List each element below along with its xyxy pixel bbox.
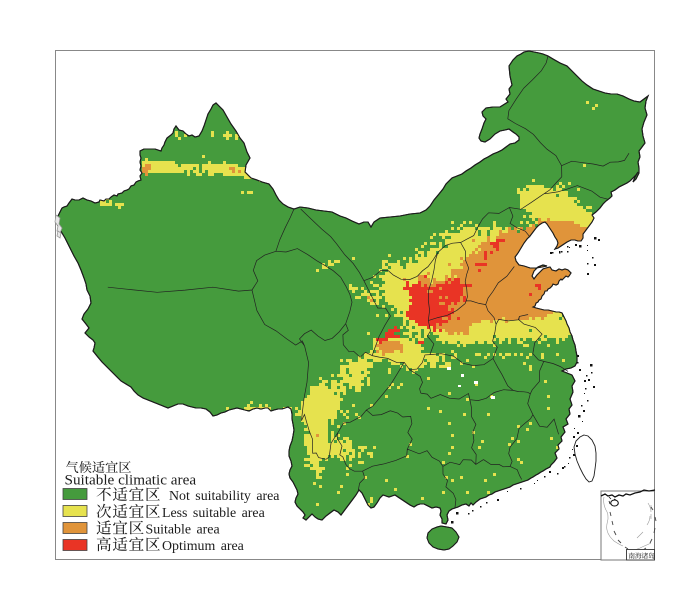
svg-text:Suitable climatic area: Suitable climatic area [65, 472, 197, 489]
svg-text:Optimum area: Optimum area [162, 539, 244, 554]
svg-text:Not suitability area: Not suitability area [169, 489, 279, 504]
svg-text:Less suitable area: Less suitable area [162, 506, 265, 521]
svg-text:Suitable area: Suitable area [146, 523, 220, 538]
